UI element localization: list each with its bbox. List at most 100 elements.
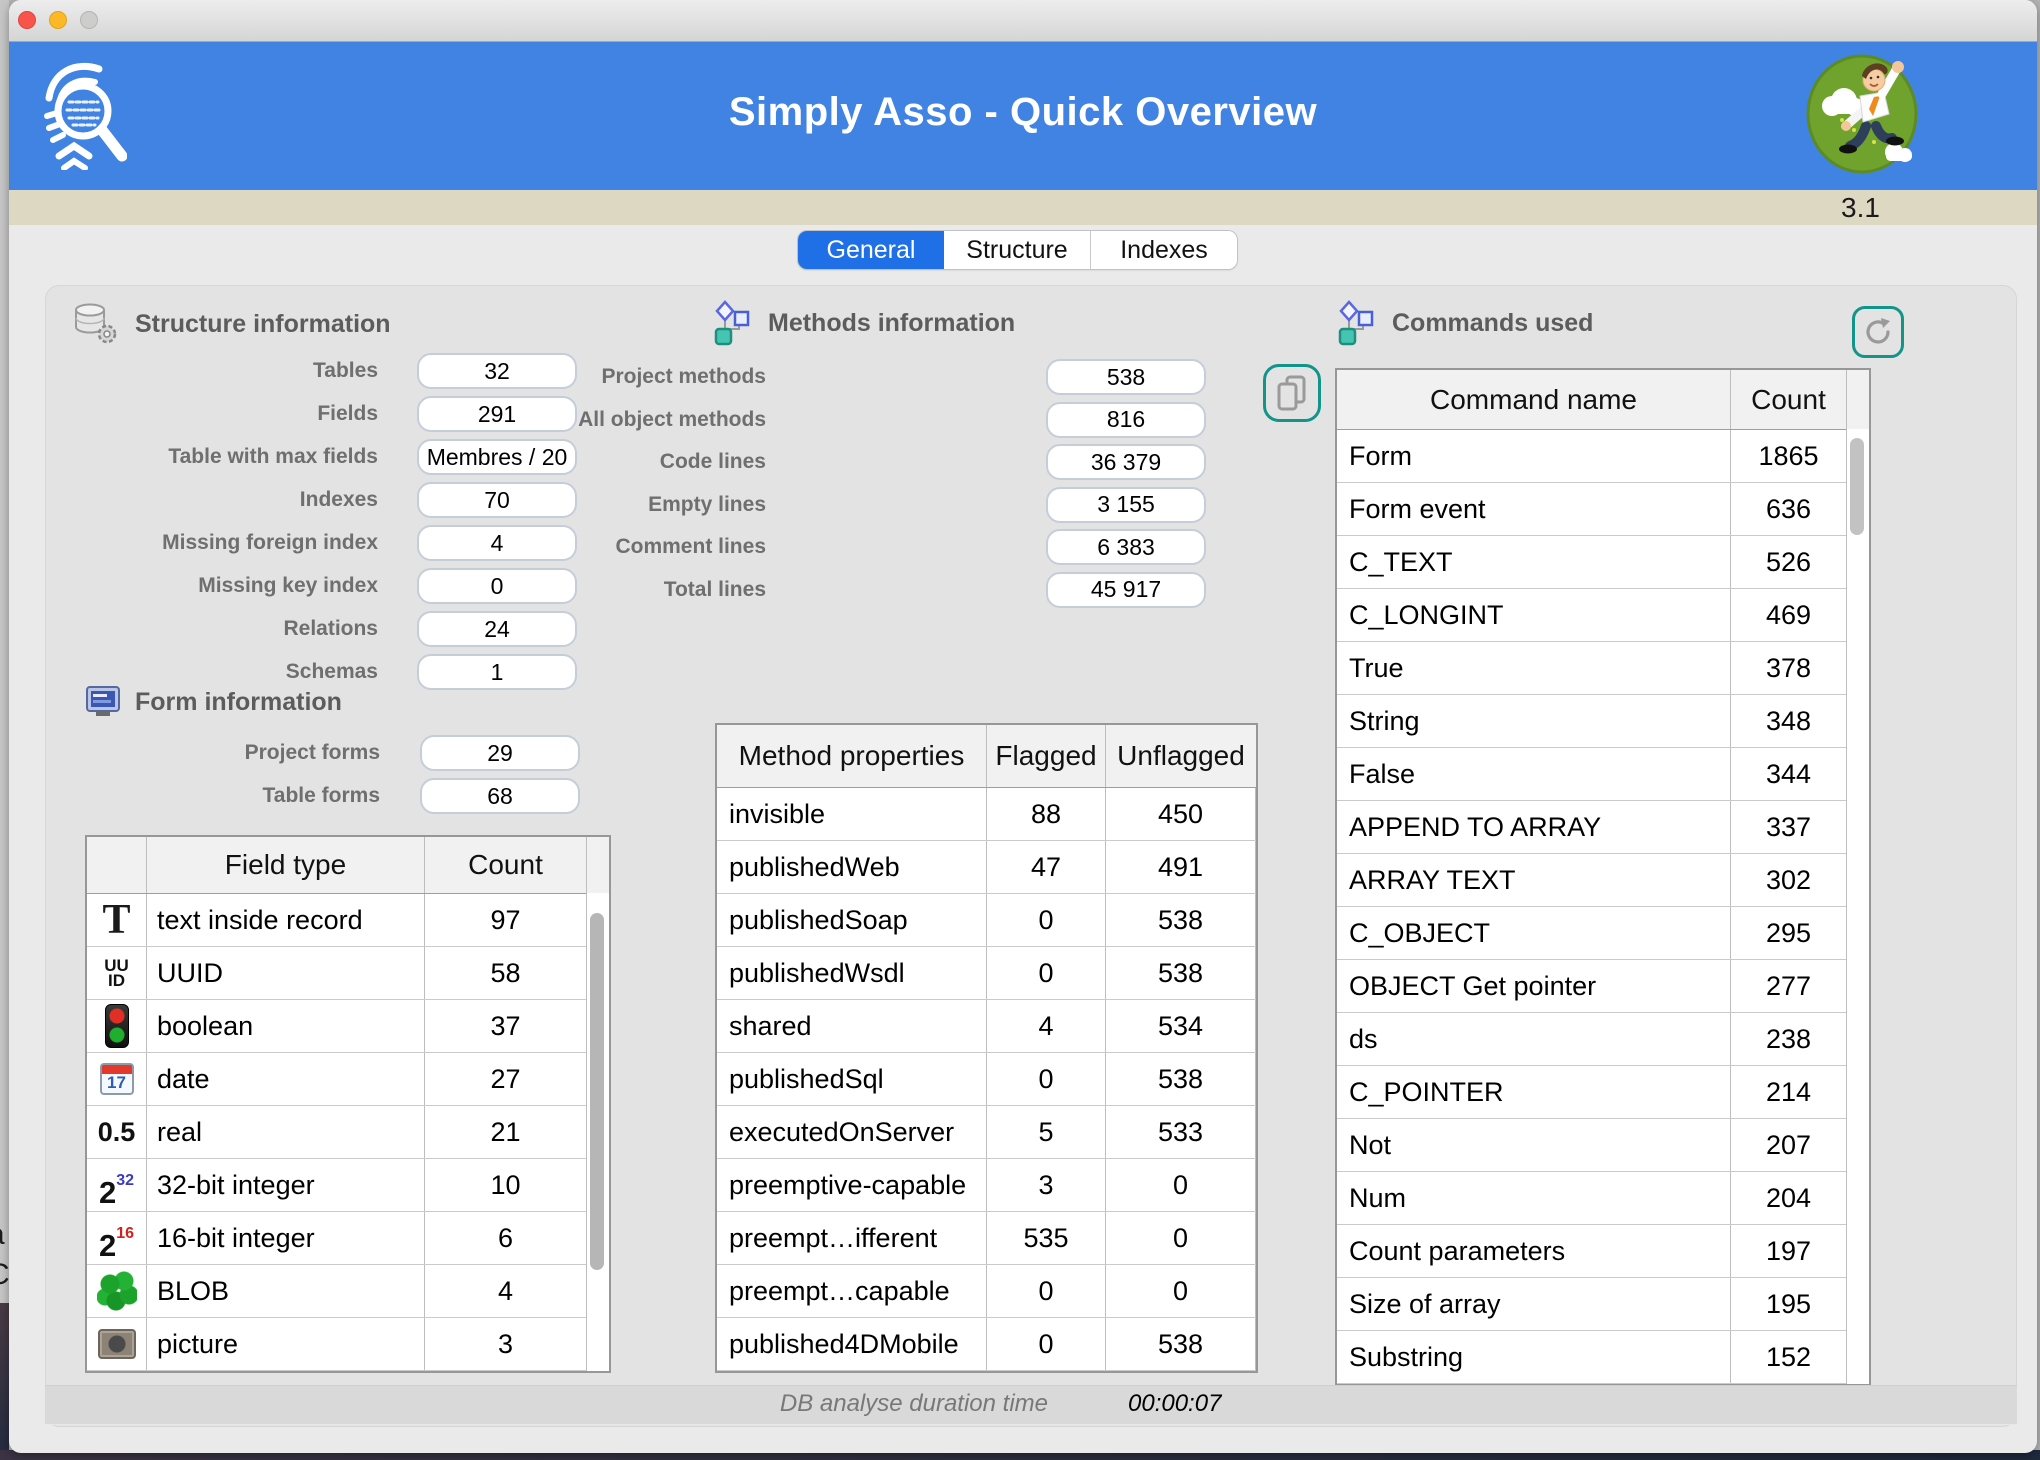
- scrollbar-thumb[interactable]: [1850, 438, 1864, 535]
- unflagged-cell: 491: [1106, 841, 1256, 893]
- commands-used-table: Command name Count Form 1865 Form event …: [1335, 368, 1871, 1386]
- command-row[interactable]: Num 204: [1337, 1172, 1869, 1225]
- command-row[interactable]: C_TEXT 526: [1337, 536, 1869, 589]
- command-row[interactable]: C_POINTER 214: [1337, 1066, 1869, 1119]
- field-row: Code lines 36 379: [465, 444, 1206, 480]
- command-name-cell: Size of array: [1337, 1278, 1731, 1330]
- field-type-row[interactable]: date 27: [87, 1053, 609, 1106]
- command-row[interactable]: Count parameters 197: [1337, 1225, 1869, 1278]
- method-property-row[interactable]: executedOnServer 5 533: [717, 1106, 1256, 1159]
- field-value-box: Membres / 20: [417, 439, 577, 475]
- field-type-row[interactable]: UUID 58: [87, 947, 609, 1000]
- flagged-cell: 535: [987, 1212, 1106, 1264]
- command-row[interactable]: ARRAY TEXT 302: [1337, 854, 1869, 907]
- field-label: Table forms: [262, 784, 380, 807]
- method-property-row[interactable]: publishedSoap 0 538: [717, 894, 1256, 947]
- mascot-image: [1806, 54, 1918, 174]
- command-row[interactable]: APPEND TO ARRAY 337: [1337, 801, 1869, 854]
- field-type-cell: picture: [147, 1318, 425, 1370]
- table-body: Form 1865 Form event 636 C_TEXT 526 C_LO…: [1337, 430, 1869, 1384]
- scrollbar-thumb[interactable]: [590, 913, 604, 1270]
- flagged-cell: 0: [987, 894, 1106, 946]
- command-row[interactable]: Form event 636: [1337, 483, 1869, 536]
- command-row[interactable]: Substring 152: [1337, 1331, 1869, 1384]
- command-row[interactable]: OBJECT Get pointer 277: [1337, 960, 1869, 1013]
- field-type-row[interactable]: boolean 37: [87, 1000, 609, 1053]
- field-type-cell: real: [147, 1106, 425, 1158]
- unflagged-header: Unflagged: [1117, 740, 1245, 771]
- minimize-button[interactable]: [49, 11, 67, 29]
- method-property-row[interactable]: publishedSql 0 538: [717, 1053, 1256, 1106]
- tab-indexes[interactable]: Indexes: [1091, 231, 1237, 269]
- flagged-cell: 0: [987, 1318, 1106, 1370]
- command-row[interactable]: Form 1865: [1337, 430, 1869, 483]
- refresh-icon: [1866, 318, 1890, 344]
- command-name-cell: C_LONGINT: [1337, 589, 1731, 641]
- scrollbar-header-cell: [587, 837, 609, 893]
- unflagged-cell: 538: [1106, 1053, 1256, 1105]
- fingerprint-magnifier-icon: [44, 62, 127, 170]
- command-row[interactable]: True 378: [1337, 642, 1869, 695]
- close-button[interactable]: [18, 11, 36, 29]
- field-row: Empty lines 3 155: [465, 486, 1206, 523]
- method-property-row[interactable]: preempt…ifferent 535 0: [717, 1212, 1256, 1265]
- count-cell: 6: [425, 1212, 587, 1264]
- command-row[interactable]: C_LONGINT 469: [1337, 589, 1869, 642]
- command-count-cell: 1865: [1731, 430, 1847, 482]
- command-row[interactable]: String 348: [1337, 695, 1869, 748]
- tab-general[interactable]: General: [798, 231, 944, 269]
- form-monitor-icon: [86, 686, 120, 716]
- property-name-cell: publishedWsdl: [717, 947, 987, 999]
- field-type-row[interactable]: text inside record 97: [87, 894, 609, 947]
- field-row: Fields 291: [45, 396, 577, 432]
- command-name-cell: Substring: [1337, 1331, 1731, 1383]
- field-type-row[interactable]: 16-bit integer 6: [87, 1212, 609, 1265]
- command-count-cell: 214: [1731, 1066, 1847, 1118]
- command-row[interactable]: False 344: [1337, 748, 1869, 801]
- command-name-cell: ds: [1337, 1013, 1731, 1065]
- command-row[interactable]: Not 207: [1337, 1119, 1869, 1172]
- field-label: Project methods: [601, 365, 766, 388]
- content-panel: Structure information Form information M…: [45, 285, 2017, 1427]
- section-title: Structure information: [135, 309, 391, 338]
- field-row: Missing foreign index 4: [45, 525, 577, 561]
- command-count-cell: 636: [1731, 483, 1847, 535]
- flagged-cell: 3: [987, 1159, 1106, 1211]
- property-name-cell: preempt…capable: [717, 1265, 987, 1317]
- command-name-cell: Not: [1337, 1119, 1731, 1171]
- refresh-button[interactable]: [1852, 306, 1904, 358]
- command-row[interactable]: ds 238: [1337, 1013, 1869, 1066]
- method-property-row[interactable]: publishedWsdl 0 538: [717, 947, 1256, 1000]
- method-property-row[interactable]: shared 4 534: [717, 1000, 1256, 1053]
- command-count-cell: 378: [1731, 642, 1847, 694]
- flagged-cell: 88: [987, 788, 1106, 840]
- copy-button[interactable]: [1263, 364, 1321, 422]
- method-property-row[interactable]: publishedWeb 47 491: [717, 841, 1256, 894]
- property-name-cell: publishedWeb: [717, 841, 987, 893]
- field-value-box: 816: [1046, 401, 1206, 438]
- command-row[interactable]: C_OBJECT 295: [1337, 907, 1869, 960]
- method-property-row[interactable]: published4DMobile 0 538: [717, 1318, 1256, 1371]
- field-type-row[interactable]: 32-bit integer 10: [87, 1159, 609, 1212]
- database-gear-icon: [75, 303, 117, 344]
- tab-structure[interactable]: Structure: [944, 231, 1091, 269]
- method-property-row[interactable]: preemptive-capable 3 0: [717, 1159, 1256, 1212]
- method-property-row[interactable]: invisible 88 450: [717, 788, 1256, 841]
- command-name-cell: False: [1337, 748, 1731, 800]
- command-name-cell: ARRAY TEXT: [1337, 854, 1731, 906]
- field-type-row[interactable]: real 21: [87, 1106, 609, 1159]
- blob-type-icon: [94, 1268, 140, 1314]
- table-header: Command name Count: [1337, 370, 1869, 430]
- vertical-scrollbar[interactable]: [586, 893, 609, 1371]
- form-info-section-header: Form information: [86, 685, 342, 719]
- field-label: Project forms: [244, 741, 380, 764]
- field-label: Indexes: [299, 488, 378, 511]
- zoom-button[interactable]: [80, 11, 98, 29]
- field-type-row[interactable]: picture 3: [87, 1318, 609, 1371]
- status-bar: DB analyse duration time 00:00:07: [45, 1385, 2017, 1425]
- method-property-row[interactable]: preempt…capable 0 0: [717, 1265, 1256, 1318]
- command-row[interactable]: Size of array 195: [1337, 1278, 1869, 1331]
- field-type-row[interactable]: BLOB 4: [87, 1265, 609, 1318]
- scrollbar-header-cell: [1847, 370, 1869, 429]
- vertical-scrollbar[interactable]: [1846, 429, 1869, 1384]
